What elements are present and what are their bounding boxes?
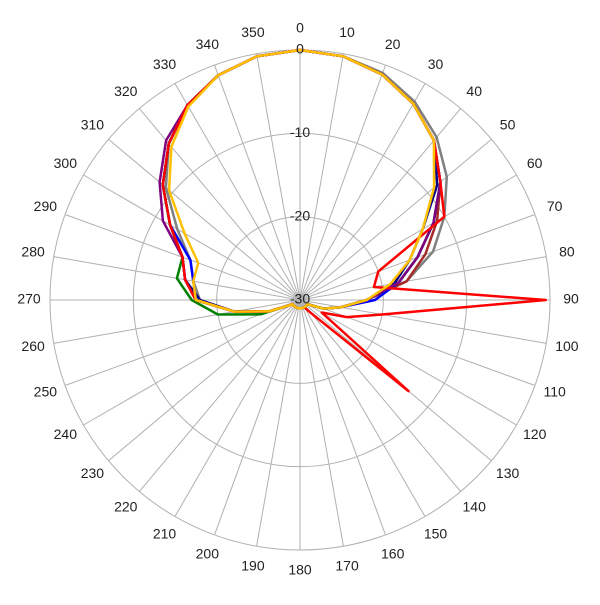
spoke <box>83 299 301 426</box>
spoke <box>299 64 386 301</box>
r-tick-label: 0 <box>296 41 304 57</box>
angle-label: 280 <box>21 244 45 260</box>
angle-label: 260 <box>21 338 45 354</box>
spoke <box>299 299 386 536</box>
angle-label: 60 <box>527 155 543 171</box>
spoke <box>174 299 301 517</box>
spoke <box>299 299 344 547</box>
r-tick-label: -20 <box>290 207 310 223</box>
spoke <box>299 299 536 386</box>
spoke <box>53 299 301 344</box>
series-line <box>167 48 436 313</box>
angle-label: 90 <box>563 291 579 307</box>
angle-label: 290 <box>34 198 58 214</box>
spoke <box>299 299 517 426</box>
spoke <box>108 299 301 462</box>
angle-label: 80 <box>559 244 575 260</box>
angle-label: 180 <box>288 562 312 578</box>
angle-label: 310 <box>81 117 105 133</box>
spoke <box>83 174 301 301</box>
angle-label: 30 <box>428 56 444 72</box>
angle-label: 120 <box>523 426 547 442</box>
spoke <box>299 299 462 492</box>
series-line <box>161 48 548 393</box>
angle-label: 70 <box>547 198 563 214</box>
angle-label: 230 <box>81 465 105 481</box>
angle-label: 160 <box>381 545 405 561</box>
grid-ring <box>216 216 384 384</box>
angle-label: 110 <box>543 383 566 399</box>
angle-label: 340 <box>196 36 220 52</box>
spoke <box>108 138 301 301</box>
angle-label: 190 <box>241 558 265 574</box>
angle-label: 50 <box>500 117 516 133</box>
spoke <box>214 64 301 301</box>
spoke <box>299 53 344 301</box>
spoke <box>299 83 426 301</box>
angle-label: 20 <box>385 36 401 52</box>
angle-label: 0 <box>296 20 304 36</box>
angle-label: 200 <box>196 545 220 561</box>
angle-label: 220 <box>114 498 138 514</box>
r-tick-label: -30 <box>290 291 310 307</box>
spoke <box>299 299 426 517</box>
angle-label: 270 <box>17 291 41 307</box>
angle-label: 330 <box>153 56 177 72</box>
angle-label: 10 <box>339 24 355 40</box>
spoke <box>214 299 301 536</box>
angle-label: 130 <box>496 465 520 481</box>
spoke <box>256 53 301 301</box>
angle-label: 100 <box>555 338 579 354</box>
angle-label: 350 <box>241 24 265 40</box>
angle-label: 140 <box>463 498 487 514</box>
angle-label: 210 <box>153 525 177 541</box>
angle-label: 170 <box>335 558 359 574</box>
angle-label: 150 <box>424 525 448 541</box>
spoke <box>138 299 301 492</box>
spoke <box>299 174 517 301</box>
angle-label: 240 <box>54 426 78 442</box>
spoke <box>174 83 301 301</box>
angle-label: 40 <box>466 83 482 99</box>
grid-ring <box>132 132 468 468</box>
spoke <box>299 138 492 301</box>
r-tick-label: -10 <box>290 124 310 140</box>
angle-label: 320 <box>114 83 138 99</box>
angle-label: 300 <box>54 155 78 171</box>
spoke <box>256 299 301 547</box>
angle-label: 250 <box>34 383 58 399</box>
spoke <box>299 256 547 301</box>
